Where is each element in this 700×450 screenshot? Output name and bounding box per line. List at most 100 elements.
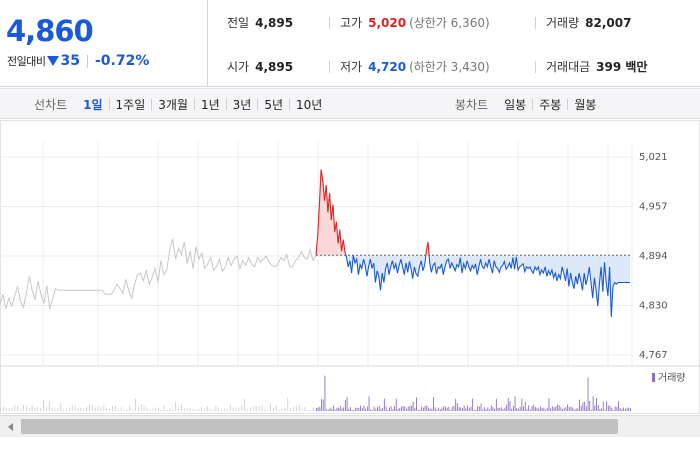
volume-bar xyxy=(281,409,283,411)
open-label: 시가 xyxy=(227,60,250,74)
scroll-thumb[interactable] xyxy=(21,419,618,434)
period-3m[interactable]: 3개월 xyxy=(158,97,188,112)
period-10y[interactable]: 10년 xyxy=(296,97,323,112)
volume-bar xyxy=(507,397,509,411)
period-5y[interactable]: 5년 xyxy=(264,97,284,112)
change-label: 전일대비 xyxy=(7,55,46,68)
volume-bar xyxy=(380,408,382,411)
volume-bar xyxy=(326,409,328,411)
volume-bar xyxy=(57,408,59,411)
volume-bar xyxy=(623,407,625,411)
volume-bar xyxy=(514,396,516,411)
line-chart-title: 선차트 xyxy=(34,97,68,112)
volume-bar xyxy=(524,401,526,411)
stats-row-1: 전일 4,895 고가 5,020 (상한가 6,360) 거래량 82,007 xyxy=(209,1,700,44)
candle-monthly[interactable]: 월봉 xyxy=(574,97,597,112)
volume-cell: 거래량 82,007 xyxy=(535,14,631,31)
prev-close-cell: 전일 4,895 xyxy=(227,14,293,31)
period-1w[interactable]: 1주일 xyxy=(115,97,146,112)
volume-bar xyxy=(594,405,596,411)
volume-bar xyxy=(626,407,628,411)
volume-bar xyxy=(370,409,372,411)
volume-bar xyxy=(550,408,552,411)
volume-bar xyxy=(244,398,246,411)
scroll-left-arrow-icon[interactable] xyxy=(0,416,20,437)
volume-bar xyxy=(377,407,378,411)
volume-bar xyxy=(417,409,419,411)
volume-bar xyxy=(149,408,151,411)
volume-bar xyxy=(409,406,411,411)
volume-bar xyxy=(368,396,370,411)
period-1d[interactable]: 1일 xyxy=(83,97,103,112)
volume-bar xyxy=(341,408,343,411)
volume-bar xyxy=(399,408,401,411)
volume-bar xyxy=(112,406,113,411)
volume-bar xyxy=(321,399,322,411)
volume-bar xyxy=(363,405,365,411)
volume-bar xyxy=(616,407,618,411)
volume-bar xyxy=(37,406,39,411)
volume-bar xyxy=(40,408,42,411)
volume-bar xyxy=(609,405,611,411)
volume-bar xyxy=(158,407,159,411)
volume-bar xyxy=(407,406,409,411)
volume-bar xyxy=(509,401,511,411)
volume-bar xyxy=(433,397,434,411)
y-tick-label: 5,021 xyxy=(639,152,668,163)
volume-bar xyxy=(295,406,297,411)
volume-bar xyxy=(601,408,602,411)
volume-bar xyxy=(446,407,448,411)
volume-bar xyxy=(502,409,504,411)
high-value: 5,020 xyxy=(368,15,407,30)
period-3y[interactable]: 3년 xyxy=(232,97,252,112)
candle-weekly[interactable]: 주봉 xyxy=(539,97,562,112)
candle-daily[interactable]: 일봉 xyxy=(504,97,527,112)
price-box: 4,860 전일대비 35 -0.72% xyxy=(0,0,208,86)
volume-bar xyxy=(490,405,492,411)
volume-bar xyxy=(472,398,474,411)
divider xyxy=(329,60,330,73)
volume-bar xyxy=(152,408,154,411)
volume-bar xyxy=(313,407,314,411)
volume-bar xyxy=(235,408,237,411)
period-1y[interactable]: 1년 xyxy=(200,97,220,112)
chart-scrollbar[interactable] xyxy=(0,415,700,437)
price-chart[interactable]: 5,021 4,957 4,894 4,830 4,767 거래량 xyxy=(0,120,700,415)
volume-bar xyxy=(519,407,521,411)
price-chart-svg: 5,021 4,957 4,894 4,830 4,767 거래량 xyxy=(0,120,700,414)
volume-bar xyxy=(558,405,560,411)
volume-bar xyxy=(456,403,458,411)
volume-bar xyxy=(412,401,414,411)
volume-bar xyxy=(229,404,231,411)
volume-bar xyxy=(548,398,550,411)
volume-bar xyxy=(438,407,440,411)
volume-bar xyxy=(189,407,191,411)
volume-bar xyxy=(395,398,397,411)
volume-bar xyxy=(570,406,572,411)
volume-bar xyxy=(460,407,462,411)
volume-bar xyxy=(324,375,326,411)
volume-bar xyxy=(226,409,228,411)
volume-bar xyxy=(422,407,424,411)
volume-bar xyxy=(406,408,407,411)
volume-bar xyxy=(287,397,289,411)
price-line-down xyxy=(428,255,630,317)
volume-bar xyxy=(186,408,188,411)
quote-stats: 전일 4,895 고가 5,020 (상한가 6,360) 거래량 82,007… xyxy=(209,0,700,86)
volume-bar xyxy=(606,401,608,411)
volume-bar xyxy=(241,405,243,411)
volume-bar xyxy=(270,403,271,411)
price-line-down xyxy=(352,255,427,291)
volume-bar xyxy=(172,409,174,411)
current-price: 4,860 xyxy=(6,14,94,48)
volume-bar xyxy=(5,407,7,411)
y-axis-labels: 5,021 4,957 4,894 4,830 4,767 xyxy=(639,152,668,361)
volume-bar xyxy=(66,409,67,411)
trade-value-cell: 거래대금 399 백만 xyxy=(535,58,647,75)
volume-bar xyxy=(0,407,1,411)
volume-bar xyxy=(20,409,21,411)
volume-bar xyxy=(499,407,501,411)
divider xyxy=(257,98,259,110)
volume-bar xyxy=(599,409,601,411)
down-triangle-icon xyxy=(47,56,60,66)
